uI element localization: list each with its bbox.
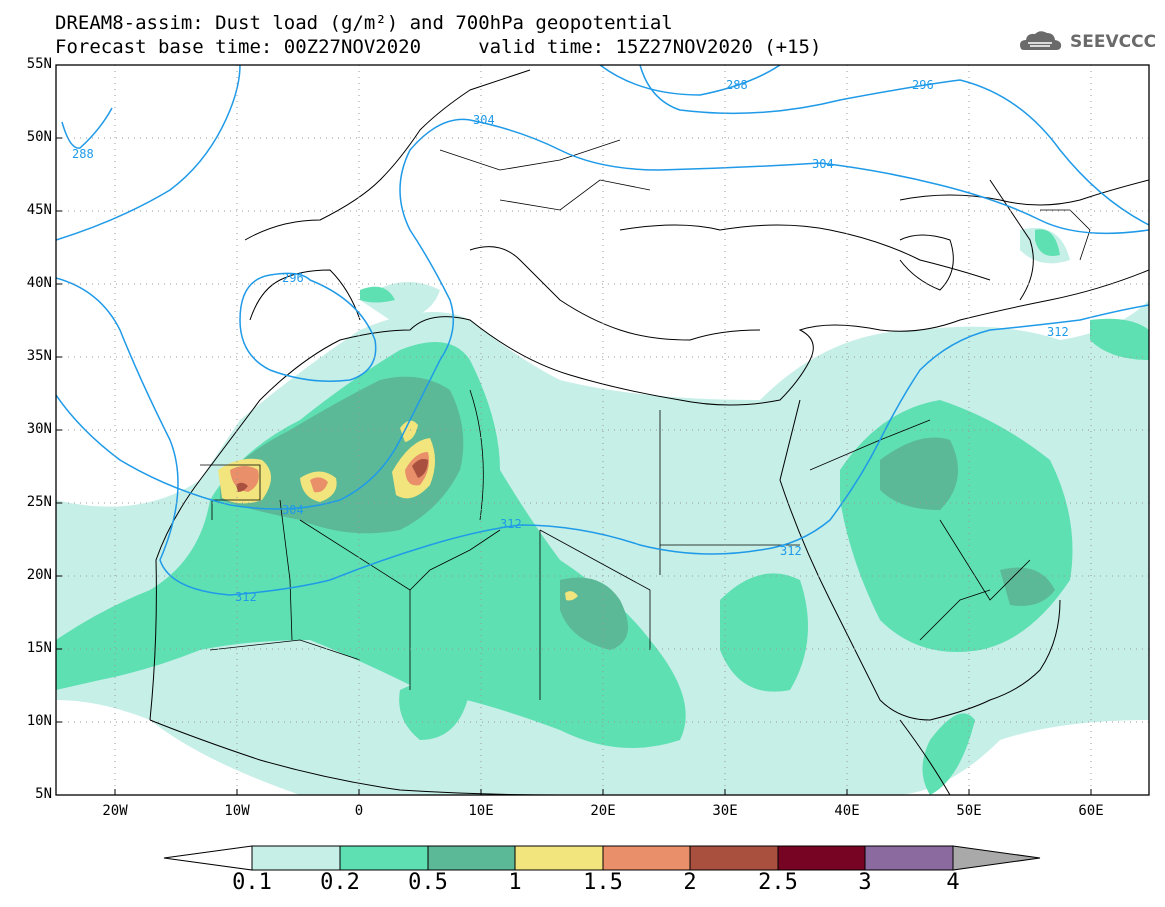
colorbar-below-arrow <box>163 845 253 871</box>
geopotential-contours <box>56 65 1149 596</box>
colorbar-label: 0.5 <box>408 870 448 895</box>
lat-label: 35N <box>26 348 52 364</box>
colorbar-swatch <box>689 845 779 871</box>
contour-label: 296 <box>282 271 304 285</box>
colorbar-label: 2 <box>683 870 697 895</box>
contour-labels: 288 288 296 296 304 304 304 312 312 312 … <box>72 78 1069 604</box>
lat-label: 20N <box>26 567 52 583</box>
lat-label: 25N <box>26 494 52 510</box>
contour-label: 312 <box>500 517 522 531</box>
lon-label: 0 <box>354 803 364 819</box>
forecast-times: Forecast base time: 00Z27NOV2020 valid t… <box>55 36 822 58</box>
dust-field <box>56 228 1149 795</box>
cloud-logo-icon <box>1020 31 1062 50</box>
colorbar-swatch <box>339 845 429 871</box>
colorbar-swatch <box>514 845 604 871</box>
lon-label: 20W <box>102 803 128 819</box>
lon-label: 10W <box>224 803 250 819</box>
colorbar-label: 4 <box>946 870 960 895</box>
colorbar-above-arrow <box>952 845 1041 871</box>
lon-label: 50E <box>956 803 982 819</box>
lon-label: 40E <box>834 803 860 819</box>
lat-label: 55N <box>26 56 52 72</box>
lat-label: 40N <box>26 275 52 291</box>
colorbar-swatch <box>251 845 341 871</box>
coastlines <box>149 69 1149 795</box>
lat-label: 30N <box>26 421 52 437</box>
map-title: DREAM8-assim: Dust load (g/m²) and 700hP… <box>55 12 673 34</box>
graticule <box>56 65 1149 795</box>
country-borders <box>200 139 1091 700</box>
lat-label: 50N <box>26 129 52 145</box>
colorbar-label: 1.5 <box>583 870 623 895</box>
colorbar-label: 0.1 <box>232 870 272 895</box>
lat-label: 15N <box>26 640 52 656</box>
colorbar-label: 1 <box>508 870 522 895</box>
colorbar-swatch <box>602 845 691 871</box>
contour-label: 304 <box>282 503 304 517</box>
lat-label: 10N <box>26 713 52 729</box>
contour-label: 304 <box>812 157 834 171</box>
lat-label: 5N <box>35 786 52 802</box>
lon-label: 10E <box>468 803 494 819</box>
contour-label: 312 <box>780 544 802 558</box>
colorbar-swatch <box>427 845 516 871</box>
contour-label: 288 <box>726 78 748 92</box>
lon-label: 20E <box>590 803 616 819</box>
colorbar <box>163 845 1041 871</box>
contour-label: 304 <box>473 113 495 127</box>
lon-label: 30E <box>712 803 738 819</box>
axis-ticks <box>56 64 1092 795</box>
colorbar-swatch <box>777 845 866 871</box>
lon-label: 60E <box>1078 803 1104 819</box>
contour-label: 296 <box>912 78 934 92</box>
colorbar-label: 3 <box>858 870 872 895</box>
lat-label: 45N <box>26 202 52 218</box>
contour-label: 288 <box>72 147 94 161</box>
logo-text: SEEVCCC <box>1070 32 1157 52</box>
colorbar-label: 2.5 <box>758 870 798 895</box>
colorbar-swatch <box>864 845 954 871</box>
contour-label: 312 <box>235 590 257 604</box>
contour-label: 312 <box>1047 325 1069 339</box>
colorbar-label: 0.2 <box>320 870 360 895</box>
